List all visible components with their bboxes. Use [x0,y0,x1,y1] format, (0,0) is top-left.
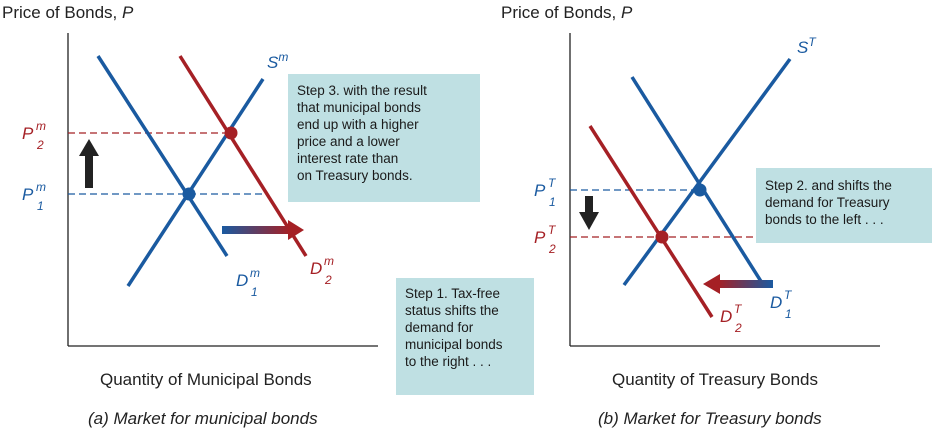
step3-note: Step 3. with the result that municipal b… [288,74,480,202]
panel-a-demand-2-sup: m [324,254,334,268]
panel-a-demand-2-curve [178,55,308,257]
panel-a-caption: (a) Market for municipal bonds [88,409,318,428]
step2-line: Step 2. and shifts the [765,178,892,193]
panel-a-supply-curve [126,78,265,287]
step3-line: price and a lower [297,134,400,149]
panel-b-p2-sub: 2 [548,242,556,256]
panel-a-demand-2-label: D [310,259,322,278]
panel-a-demand-1-sub: 1 [251,285,258,299]
panel-b-p1-sup: T [548,176,557,190]
panel-a-p1-label: P [22,185,34,204]
panel-a-demand-1-curve [96,55,229,257]
panel-a-price-up-arrow [79,139,99,188]
panel-a-equilibrium-2 [224,126,238,140]
panel-b-demand-1-sub: 1 [785,307,792,321]
panel-a-demand-1-sup: m [250,266,260,280]
step2-line: bonds to the left . . . [765,212,884,227]
step3-line: on Treasury bonds. [297,168,413,183]
panel-a-p2-sup: m [36,119,46,133]
step2-note: Step 2. and shifts the demand for Treasu… [756,168,932,243]
panel-b-demand-2-curve [588,125,714,318]
panel-b-demand-shift-arrow [703,274,773,294]
panel-treasury: Price of Bonds, P ST P T 1 P T 2 D T 2 D… [501,3,880,428]
panel-b-supply-label: ST [797,35,817,57]
step1-line: demand for [405,320,474,335]
panel-a-p1-sub: 1 [37,199,44,213]
panel-a-p2-sub: 2 [36,138,44,152]
panel-b-caption: (b) Market for Treasury bonds [598,409,822,428]
panel-municipal: Price of Bonds, P Sm P m 2 P m 1 D m 1 D… [2,3,378,428]
panel-a-p2-label: P [22,124,34,143]
panel-b-demand-2-sup: T [734,302,743,316]
step3-line: Step 3. with the result [297,83,427,98]
panel-b-price-down-arrow [579,196,599,230]
panel-a-demand-2-sub: 2 [324,273,332,287]
panel-a-demand-shift-arrow [222,220,304,240]
panel-b-demand-1-sup: T [784,288,793,302]
step1-line: to the right . . . [405,354,492,369]
panel-a-x-axis-title: Quantity of Municipal Bonds [100,370,312,389]
panel-a-equilibrium-1 [182,187,196,201]
panel-a-y-axis-title: Price of Bonds, P [2,3,134,22]
step3-line: interest rate than [297,151,399,166]
panel-b-demand-2-label: D [720,307,732,326]
step1-note: Step 1. Tax-free status shifts the deman… [396,278,534,395]
panel-a-supply-label: Sm [267,50,288,72]
panel-b-demand-1-label: D [770,293,782,312]
panel-a-p1-sup: m [36,180,46,194]
step1-line: status shifts the [405,303,499,318]
panel-b-p2-sup: T [548,223,557,237]
panel-b-x-axis-title: Quantity of Treasury Bonds [612,370,818,389]
step1-line: Step 1. Tax-free [405,286,501,301]
step2-line: demand for Treasury [765,195,890,210]
panel-b-supply-curve [622,57,792,287]
panel-b-p1-label: P [534,181,546,200]
step3-line: that municipal bonds [297,100,421,115]
panel-b-demand-1-curve [630,76,764,284]
panel-a-demand-1-label: D [236,271,248,290]
panel-b-demand-2-sub: 2 [734,321,742,335]
step1-line: municipal bonds [405,337,503,352]
panel-b-y-axis-title: Price of Bonds, P [501,3,633,22]
panel-b-equilibrium-1 [693,183,707,197]
panel-b-equilibrium-2 [655,230,669,244]
panel-b-p2-label: P [534,228,546,247]
panel-b-p1-sub: 1 [549,195,556,209]
step3-line: end up with a higher [297,117,419,132]
